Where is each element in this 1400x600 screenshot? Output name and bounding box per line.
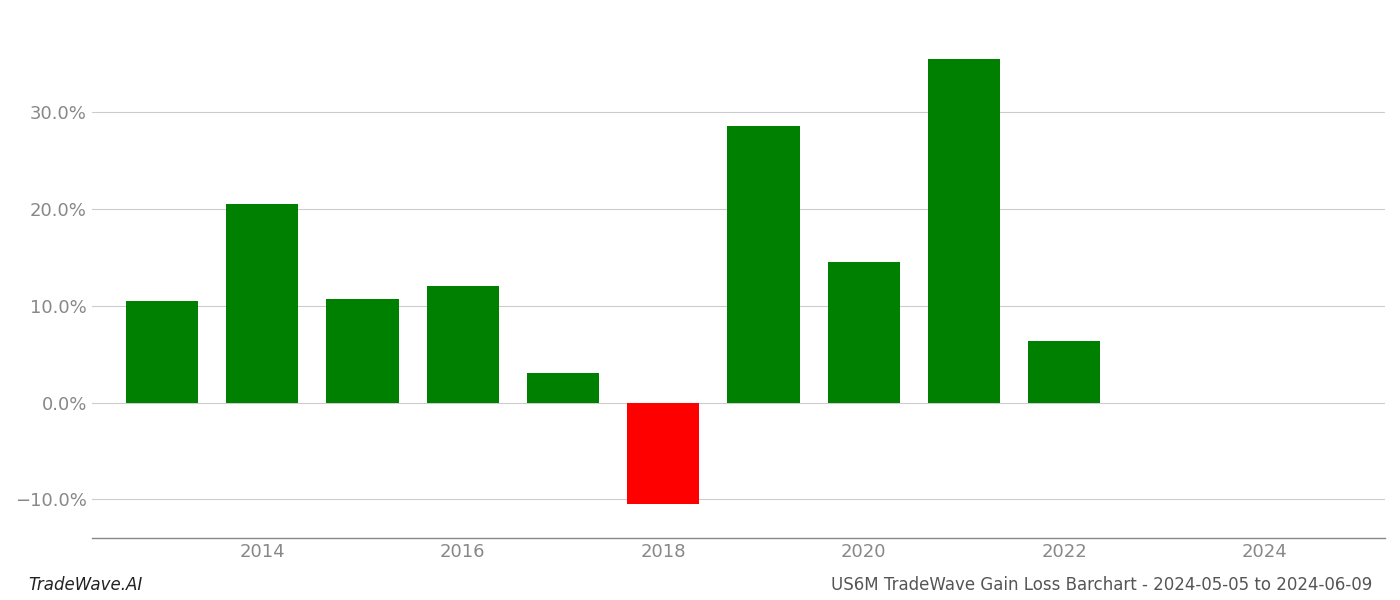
- Bar: [126, 301, 197, 403]
- Bar: [225, 204, 298, 403]
- Bar: [427, 286, 498, 403]
- Bar: [827, 262, 900, 403]
- Bar: [526, 373, 599, 403]
- Text: TradeWave.AI: TradeWave.AI: [28, 576, 143, 594]
- Bar: [1028, 341, 1100, 403]
- Bar: [627, 403, 699, 504]
- Bar: [326, 299, 399, 403]
- Bar: [728, 127, 799, 403]
- Bar: [928, 59, 1000, 403]
- Text: US6M TradeWave Gain Loss Barchart - 2024-05-05 to 2024-06-09: US6M TradeWave Gain Loss Barchart - 2024…: [830, 576, 1372, 594]
